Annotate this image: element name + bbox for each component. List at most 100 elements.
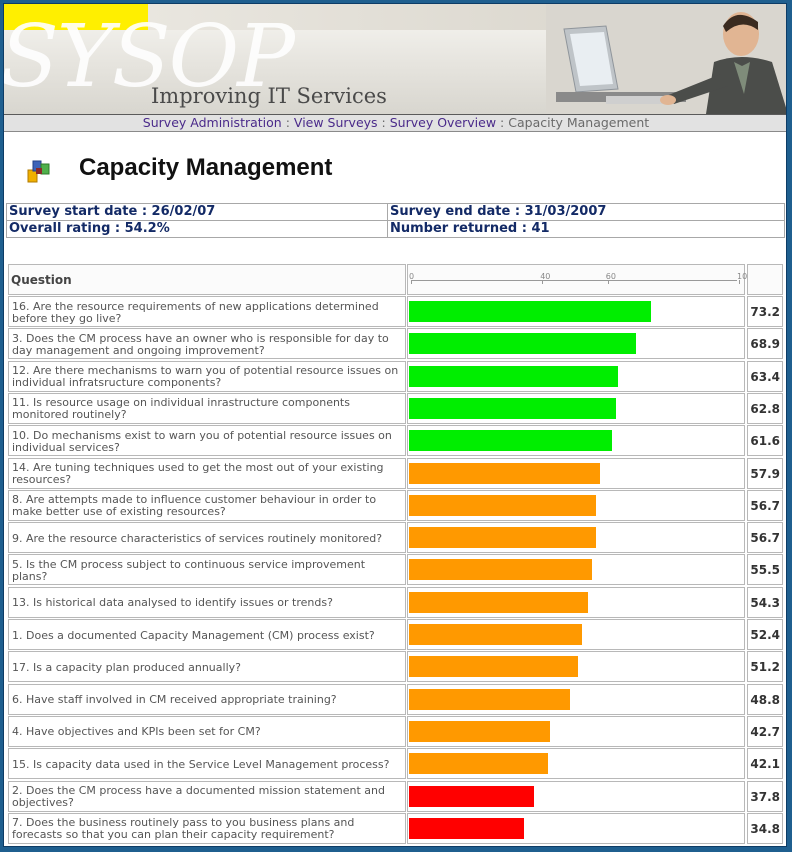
result-row: 8. Are attempts made to influence custom… [4,489,786,521]
score-bar-cell [407,683,745,715]
score-bar-cell [407,780,745,812]
survey-end-date: Survey end date : 31/03/2007 [387,203,785,221]
breadcrumb-separator: : [285,115,290,130]
question-text: 4. Have objectives and KPIs been set for… [8,715,406,747]
question-text: 17. Is a capacity plan produced annually… [8,651,406,683]
scale-tick-label: 0 [409,272,415,281]
score-bar [409,624,582,645]
score-bar-cell [407,812,745,844]
score-value: 48.8 [747,683,783,715]
question-text: 16. Are the resource requirements of new… [8,296,406,327]
score-bar [409,494,597,516]
score-bar [409,365,619,387]
score-value: 51.2 [747,651,783,683]
question-text: 1. Does a documented Capacity Management… [8,619,406,650]
page-title: Capacity Management [79,154,333,181]
score-bar-cell [407,392,745,424]
score-bar-cell [407,586,745,618]
survey-start-date: Survey start date : 26/02/07 [6,203,388,221]
page-title-row: Capacity Management [4,136,786,196]
question-text: 12. Are there mechanisms to warn you of … [8,360,406,392]
page-frame: SYSOP Improving IT Services Survey Admin… [3,3,787,847]
score-value: 56.7 [747,489,783,521]
scale-axis [411,280,737,281]
result-row: 3. Does the CM process have an owner who… [4,328,786,360]
header-photo [546,4,786,114]
breadcrumb: Survey Administration : View Surveys : S… [4,114,786,132]
cubes-icon [27,160,50,183]
question-text: 11. Is resource usage on individual inra… [8,392,406,424]
result-row: 17. Is a capacity plan produced annually… [4,651,786,683]
scale-tick-label: 100 [737,272,753,281]
score-bar [409,397,617,419]
question-text: 14. Are tuning techniques used to get th… [8,457,406,489]
score-bar [409,656,578,678]
scale-tick-label: 60 [605,272,616,281]
breadcrumb-view-surveys[interactable]: View Surveys [293,115,378,130]
scale-tick-mark [739,280,740,284]
score-bar-cell [407,715,745,747]
score-value: 68.9 [747,328,783,360]
score-bar-cell [407,522,745,554]
result-row: 2. Does the CM process have a documented… [4,780,786,812]
score-value: 37.8 [747,780,783,812]
result-row: 12. Are there mechanisms to warn you of … [4,360,786,392]
question-column-header: Question [8,264,406,295]
score-bar [409,817,524,839]
score-value: 63.4 [747,360,783,392]
score-value: 56.7 [747,522,783,554]
score-bar [409,301,651,322]
score-bar-cell [407,328,745,360]
score-value: 34.8 [747,812,783,844]
result-row: 7. Does the business routinely pass to y… [4,812,786,844]
scale-tick-mark [607,280,609,284]
result-row: 10. Do mechanisms exist to warn you of p… [4,425,786,457]
site-tagline: Improving IT Services [151,84,387,108]
score-scale-header: 0 40 60 100 [407,264,752,295]
result-row: 14. Are tuning techniques used to get th… [4,457,786,489]
score-bar-cell [407,457,745,489]
scale-tick-mark [411,280,412,284]
score-bar [409,527,597,549]
score-bar-cell [407,554,745,586]
question-text: 9. Are the resource characteristics of s… [8,522,406,554]
site-logo[interactable]: SYSOP [4,7,295,107]
score-value: 55.5 [747,554,783,586]
score-bar-cell [407,651,745,683]
score-value: 54.3 [747,586,783,618]
result-row: 6. Have staff involved in CM received ap… [4,683,786,715]
result-row: 9. Are the resource characteristics of s… [4,522,786,554]
score-value: 61.6 [747,425,783,457]
score-bar-cell [407,619,745,650]
yellow-accent-block [4,4,148,30]
score-bar [409,333,637,355]
result-row: 1. Does a documented Capacity Management… [4,619,786,650]
overall-rating: Overall rating : 54.2% [6,220,388,238]
score-bar-cell [407,296,745,327]
score-value: 73.2 [747,296,783,327]
breadcrumb-survey-overview[interactable]: Survey Overview [389,115,497,130]
score-value: 42.1 [747,748,783,780]
score-bar [409,462,601,484]
site-header: SYSOP Improving IT Services [4,4,786,114]
score-bar-cell [407,425,745,457]
score-bar [409,720,550,742]
breadcrumb-separator: : [500,115,505,130]
question-text: 13. Is historical data analysed to ident… [8,586,406,618]
number-returned: Number returned : 41 [387,220,785,238]
score-bar [409,688,571,710]
scale-tick-label: 40 [540,272,551,281]
score-bar [409,591,589,613]
score-bar [409,430,613,452]
score-bar [409,785,534,807]
score-value: 62.8 [747,392,783,424]
score-bar-cell [407,360,745,392]
score-bar [409,753,548,775]
question-text: 15. Is capacity data used in the Service… [8,748,406,780]
breadcrumb-survey-administration[interactable]: Survey Administration [142,115,282,130]
result-row: 15. Is capacity data used in the Service… [4,748,786,780]
score-value: 42.7 [747,715,783,747]
result-row: 5. Is the CM process subject to continuo… [4,554,786,586]
result-row: 11. Is resource usage on individual inra… [4,392,786,424]
result-row: 16. Are the resource requirements of new… [4,296,786,327]
